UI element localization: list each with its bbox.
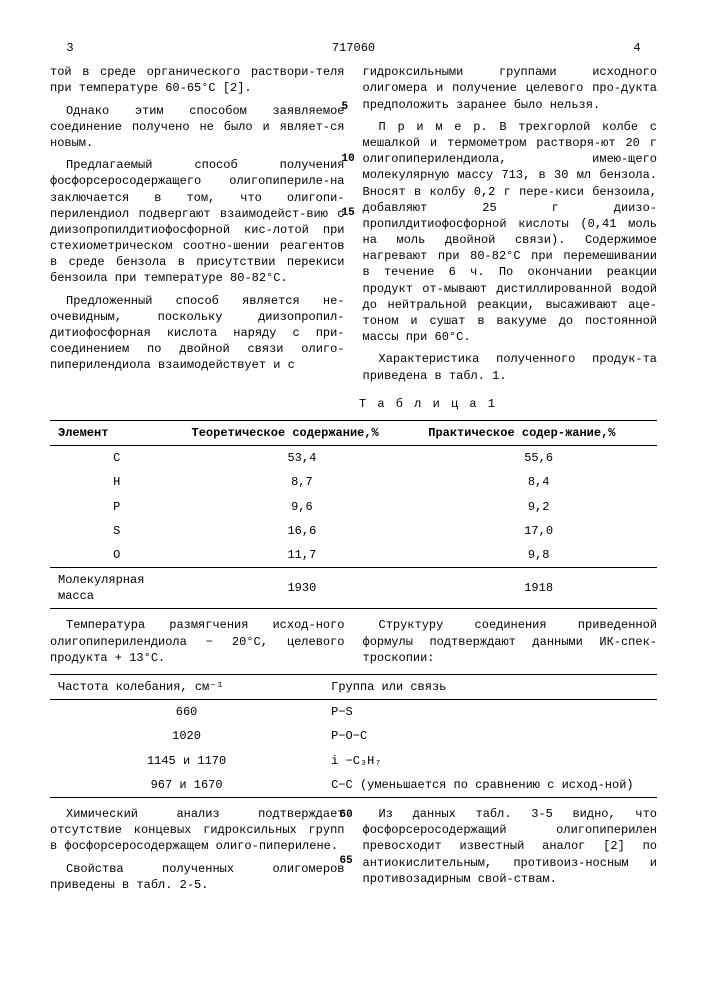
cell: 55,6 — [420, 446, 657, 471]
cell: P−S — [323, 700, 657, 725]
footer-text: 60 65 Химический анализ подтверждает отс… — [50, 806, 657, 899]
cell: P — [50, 495, 184, 519]
patent-number: 717060 — [90, 40, 617, 56]
cell: 9,6 — [184, 495, 421, 519]
mm-b: 1918 — [420, 568, 657, 609]
t2-h1: Частота колебания, см⁻¹ — [50, 675, 323, 700]
para: Однако этим способом заявляемое соединен… — [50, 103, 345, 152]
para: П р и м е р. В трехгорлой колбе с мешалк… — [363, 119, 658, 346]
column-left: той в среде органического раствори-теля … — [50, 64, 345, 390]
line-mark-15: 15 — [342, 206, 355, 221]
cell: i −C₃H₇ — [323, 749, 657, 773]
cell: P−O−C — [323, 724, 657, 748]
cell: 9,8 — [420, 543, 657, 568]
cell: 8,4 — [420, 470, 657, 494]
mm-label: Молекулярная масса — [50, 568, 184, 609]
cell: 1145 и 1170 — [50, 749, 323, 773]
cell: 8,7 — [184, 470, 421, 494]
mm-a: 1930 — [184, 568, 421, 609]
cell: C−C (уменьшается по сравнению с исход-но… — [323, 773, 657, 798]
mid-paragraphs: Температура размягчения исход-ного олиго… — [50, 617, 657, 666]
para: Химический анализ подтверждает отсутстви… — [50, 806, 345, 855]
column-right: гидроксильными группами исходного олигом… — [363, 64, 658, 390]
cell: 967 и 1670 — [50, 773, 323, 798]
t1-h1: Элемент — [50, 420, 184, 445]
cell: O — [50, 543, 184, 568]
line-mark-10: 10 — [342, 152, 355, 167]
page-left: 3 — [50, 40, 90, 56]
para: гидроксильными группами исходного олигом… — [363, 64, 658, 113]
mid-right: Структуру соединения приведенной формулы… — [363, 617, 658, 666]
para: Характеристика полученного продук-та при… — [363, 351, 658, 383]
table-2: Частота колебания, см⁻¹ Группа или связь… — [50, 674, 657, 798]
t1-h3: Практическое содер-жание,% — [420, 420, 657, 445]
line-mark-5: 5 — [342, 100, 349, 115]
page-header: 3 717060 4 — [50, 40, 657, 56]
t1-h2: Теоретическое содержание,% — [184, 420, 421, 445]
para: Свойства полученных олигомеров приведены… — [50, 861, 345, 893]
cell: 11,7 — [184, 543, 421, 568]
para: той в среде органического раствори-теля … — [50, 64, 345, 96]
foot-right: Из данных табл. 3-5 видно, что фосфорсер… — [363, 806, 658, 899]
para: Из данных табл. 3-5 видно, что фосфорсер… — [363, 806, 658, 887]
cell: 9,2 — [420, 495, 657, 519]
table-1: Элемент Теоретическое содержание,% Практ… — [50, 420, 657, 610]
cell: S — [50, 519, 184, 543]
line-mark-60: 60 — [340, 808, 353, 823]
cell: 660 — [50, 700, 323, 725]
body-text: 5 10 15 той в среде органического раство… — [50, 64, 657, 390]
cell: 1020 — [50, 724, 323, 748]
table1-label: Т а б л и ц а 1 — [50, 396, 657, 412]
line-mark-65: 65 — [340, 854, 353, 869]
t2-h2: Группа или связь — [323, 675, 657, 700]
mid-left: Температура размягчения исход-ного олиго… — [50, 617, 345, 666]
cell: 16,6 — [184, 519, 421, 543]
para: Предлагаемый способ получения фосфорсеро… — [50, 157, 345, 287]
para: Предложенный способ является не-очевидны… — [50, 293, 345, 374]
cell: H — [50, 470, 184, 494]
foot-left: Химический анализ подтверждает отсутстви… — [50, 806, 345, 899]
page-right: 4 — [617, 40, 657, 56]
cell: 17,0 — [420, 519, 657, 543]
cell: 53,4 — [184, 446, 421, 471]
cell: C — [50, 446, 184, 471]
